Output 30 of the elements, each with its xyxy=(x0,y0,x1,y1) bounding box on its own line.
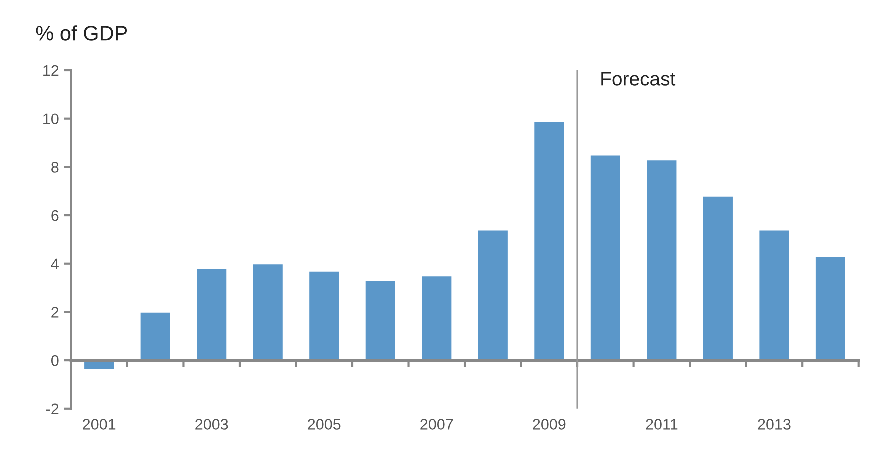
y-tick-label: 2 xyxy=(52,307,59,318)
y-tick-label: 10 xyxy=(44,114,59,125)
y-tick-label: -2 xyxy=(46,404,59,414)
y-tick-label: 6 xyxy=(52,210,59,222)
x-tick-label: 2003 xyxy=(196,419,228,430)
bar xyxy=(646,159,678,362)
x-tick-label: 2011 xyxy=(646,419,678,430)
x-tick-label: 2007 xyxy=(420,419,454,430)
x-tick-label: 2009 xyxy=(533,419,566,430)
y-tick-label: 12 xyxy=(44,65,59,76)
x-tick-label: 2005 xyxy=(308,419,341,430)
x-tick-label: 2001 xyxy=(83,419,116,430)
y-axis-title: % of GDP xyxy=(36,26,128,41)
bar xyxy=(702,195,734,362)
bar xyxy=(252,263,284,362)
y-tick-label: 8 xyxy=(52,162,59,173)
bar xyxy=(364,280,397,362)
y-tick-label: 0 xyxy=(51,355,59,366)
bar xyxy=(476,229,510,362)
bar xyxy=(590,154,622,362)
bar xyxy=(758,229,791,362)
y-tick-label: 4 xyxy=(51,258,59,270)
bar xyxy=(533,120,566,362)
bar xyxy=(196,268,228,362)
x-tick-label: 2013 xyxy=(758,419,791,430)
ref-line-label: Forecast xyxy=(602,72,676,86)
bar xyxy=(420,275,454,362)
bar xyxy=(139,312,172,362)
bar xyxy=(814,256,847,362)
bar xyxy=(308,270,341,362)
